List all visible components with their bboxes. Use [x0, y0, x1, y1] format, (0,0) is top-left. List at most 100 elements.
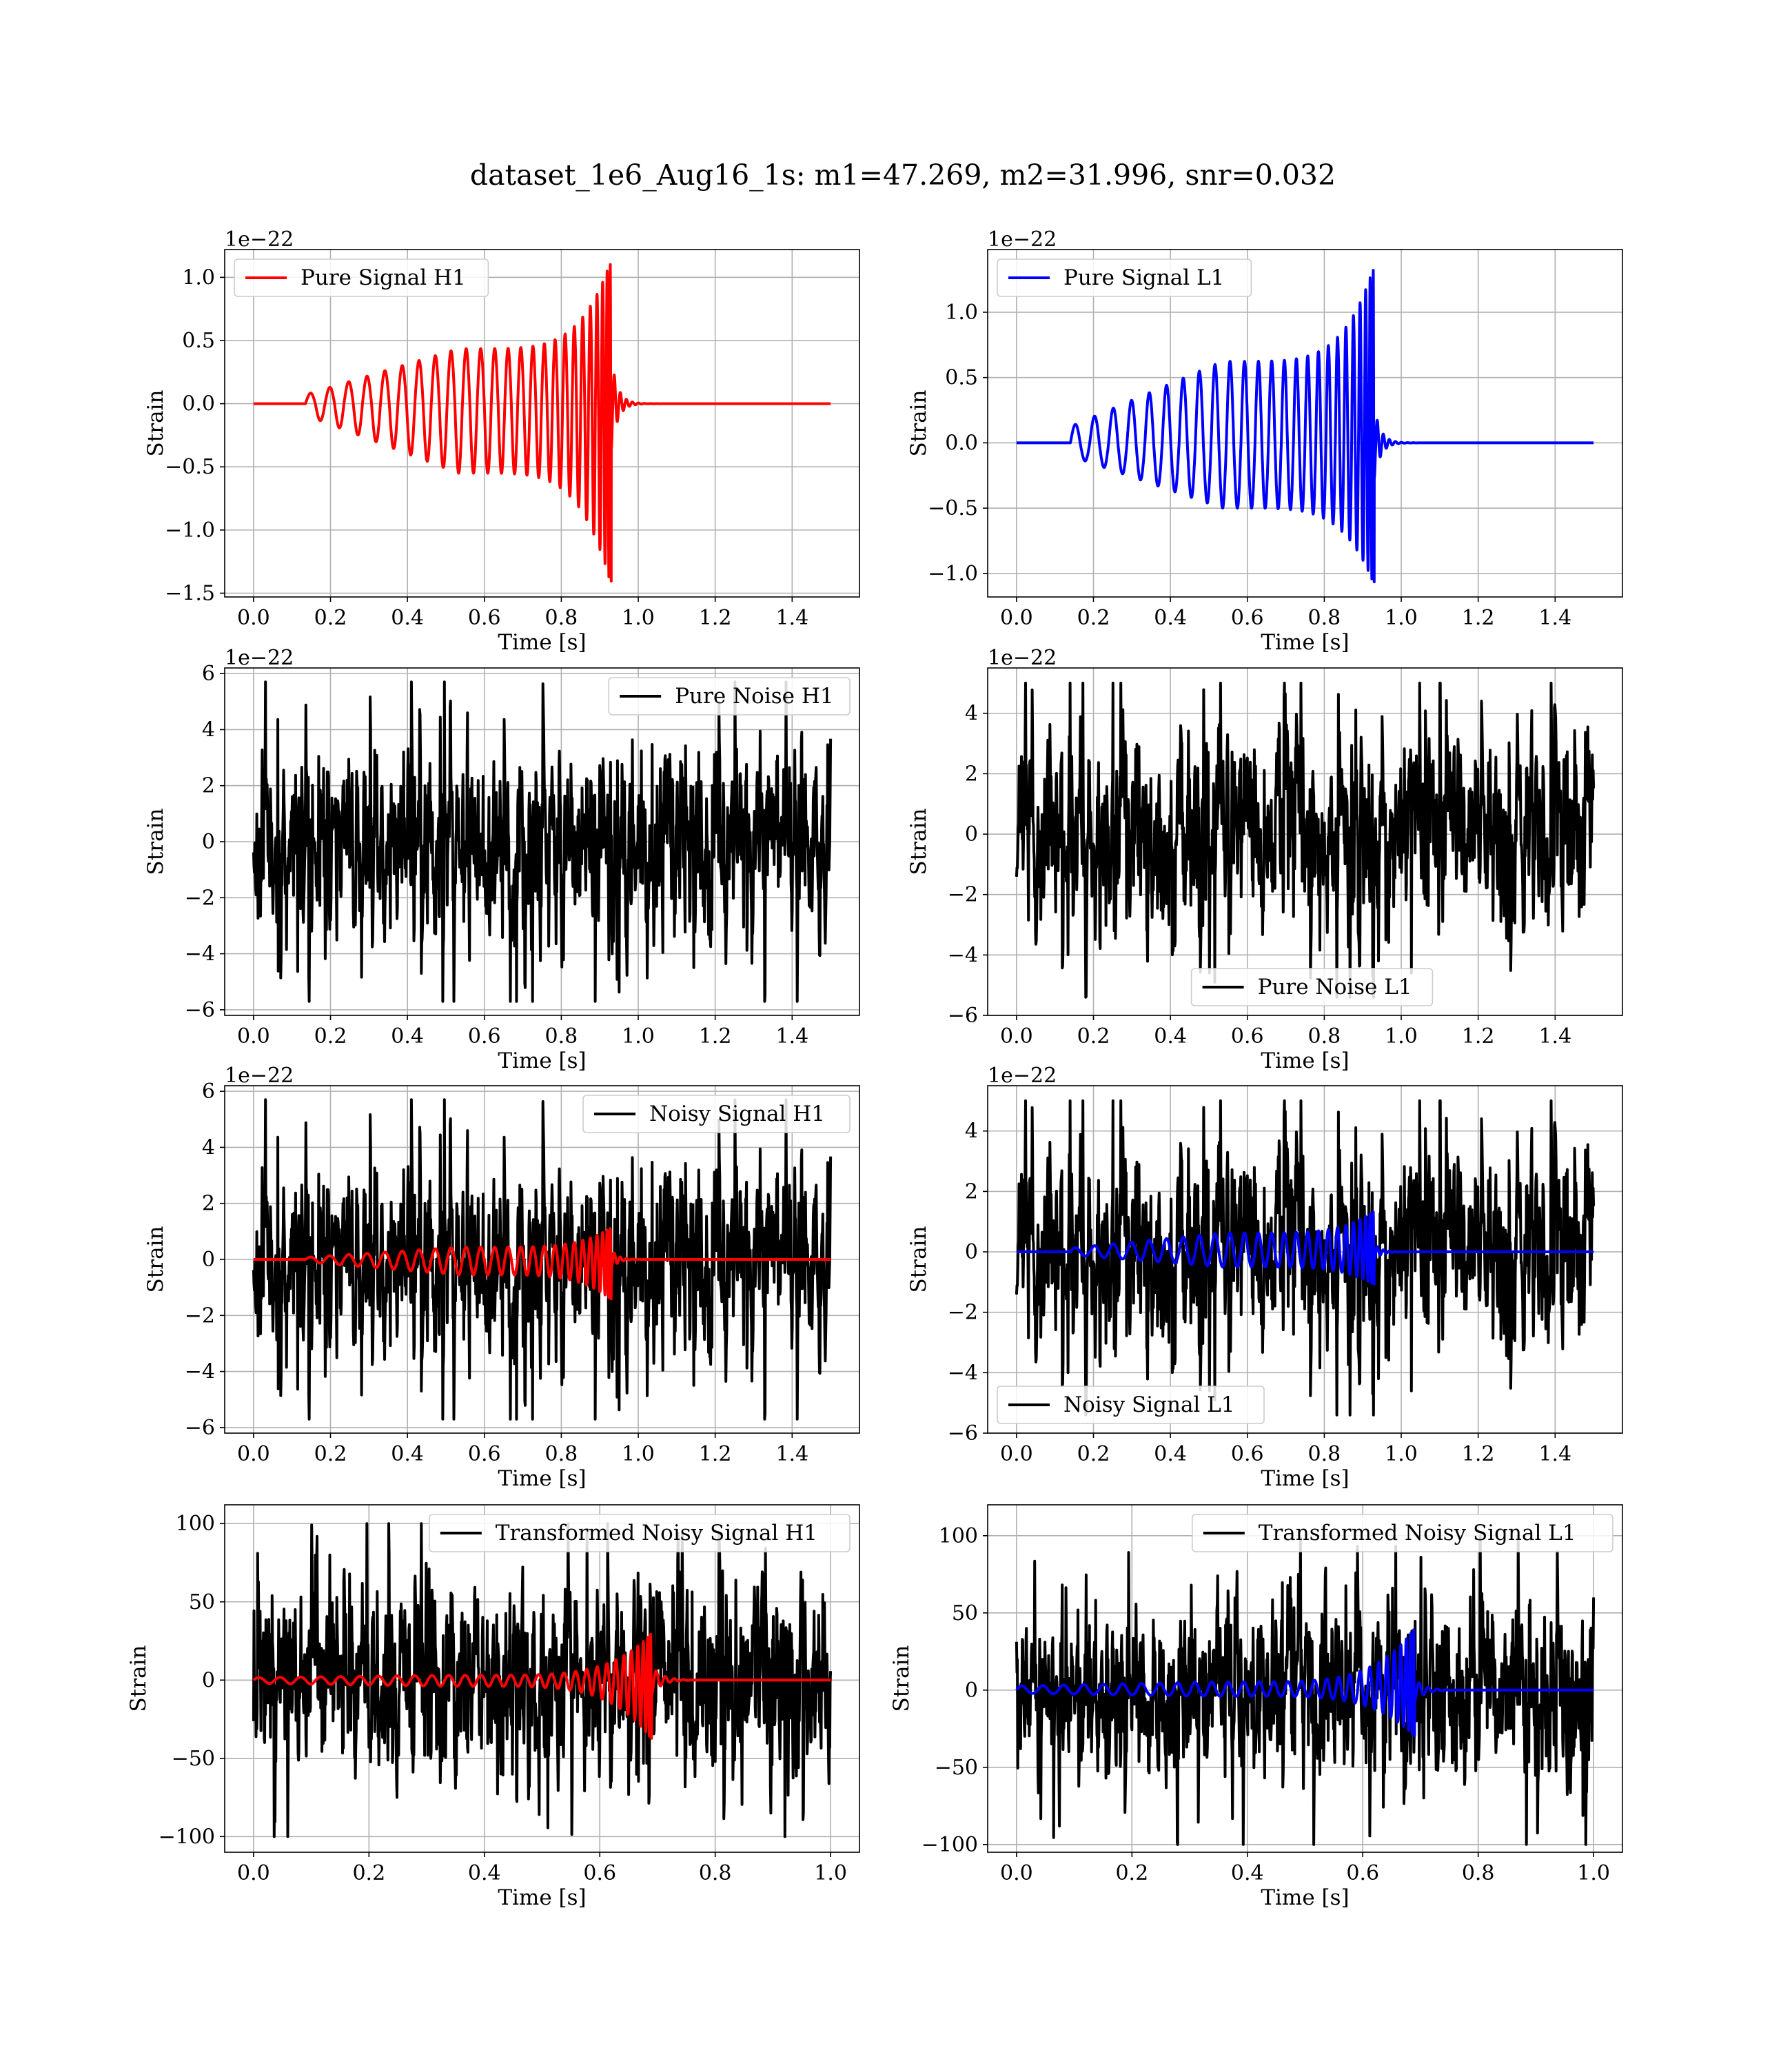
series-line-pure-noise-l1 [1015, 681, 1596, 999]
y-axis-label: Strain [126, 1645, 151, 1712]
y-axis-label: Strain [906, 809, 931, 875]
y-tick-label: −6 [185, 998, 215, 1022]
legend: Pure Noise L1 [1190, 968, 1434, 1006]
x-tick-label: 0.6 [468, 1024, 501, 1048]
legend-box [1192, 1514, 1613, 1552]
subplot-h1-transformed: 0.0 0.2 0.4 0.6 0.8 1.0 −100 −50 0 50 100 Time [s] S… [126, 1504, 860, 1910]
legend-label: Noisy Signal L1 [1063, 1392, 1235, 1417]
y-tick-label: 6 [202, 662, 215, 686]
x-tick-label: 0.2 [1077, 1024, 1110, 1048]
subplot-h1-noisy-signal: 0.0 0.2 0.4 0.6 0.8 1.0 1.2 1.4 −6 −4 −2 0 2 4 6 1e−22 T… [143, 1064, 860, 1491]
y-tick-label: 0 [202, 830, 215, 854]
x-tick-label: 1.2 [1462, 1024, 1495, 1048]
legend: Noisy Signal H1 [582, 1095, 851, 1133]
plot-area [252, 263, 832, 582]
y-tick-label: −2 [948, 1301, 978, 1325]
x-tick-label: 1.0 [622, 1442, 655, 1466]
plot-area [1015, 1099, 1596, 1417]
legend-label: Noisy Signal H1 [649, 1102, 825, 1126]
x-tick-label: 1.4 [1538, 606, 1571, 630]
y-tick-label: 100 [939, 1524, 978, 1548]
x-tick-label: 1.2 [1462, 606, 1495, 630]
legend: Pure Signal L1 [997, 258, 1252, 297]
plot-area [252, 680, 833, 1003]
y-tick-label: −1.5 [165, 582, 215, 606]
x-tick-label: 1.2 [699, 1024, 732, 1048]
series-line-pure-noise-h1 [252, 680, 833, 1003]
y-tick-label: −0.5 [165, 455, 215, 479]
x-tick-label: 0.6 [468, 606, 501, 630]
legend-box [582, 1095, 851, 1133]
y-axis-label: Strain [143, 809, 168, 875]
y-tick-label: −6 [948, 1421, 978, 1446]
y-tick-label: 2 [965, 762, 978, 786]
x-tick-label: 0.2 [1115, 1861, 1148, 1885]
y-axis-label: Strain [143, 390, 168, 457]
series-line-transformed-noisy-signal-h1 [252, 1522, 833, 1838]
axes-frame [987, 667, 1623, 1016]
x-tick-label: 0.4 [391, 606, 424, 630]
y-tick-label: 0.0 [945, 431, 978, 455]
x-tick-label: 1.4 [1538, 1024, 1571, 1048]
axes-frame [987, 249, 1623, 598]
y-tick-label: 50 [189, 1590, 215, 1614]
y-tick-label: −50 [935, 1756, 978, 1780]
series-line-signal-overlay [252, 1632, 832, 1740]
x-tick-label: 0.4 [391, 1024, 424, 1048]
axes-frame [987, 1504, 1623, 1853]
x-tick-label: 0.4 [1231, 1861, 1264, 1885]
x-axis-label: Time [s] [498, 630, 586, 655]
x-tick-label: 0.2 [1077, 606, 1110, 630]
y-tick-label: 50 [952, 1601, 978, 1625]
y-tick-label: −4 [948, 943, 978, 967]
x-tick-label: 1.4 [775, 606, 808, 630]
x-axis-label: Time [s] [1261, 1048, 1349, 1073]
series-line-signal-overlay [1015, 1628, 1595, 1737]
x-tick-label: 1.0 [1385, 1024, 1418, 1048]
x-tick-label: 0.8 [545, 1442, 578, 1466]
y-tick-label: −1.0 [928, 562, 978, 586]
y-tick-label: −2 [185, 1304, 215, 1328]
subplot-l1-noisy-signal: 0.0 0.2 0.4 0.6 0.8 1.0 1.2 1.4 −6 −4 −2 0 2 4 1e−22 Ti… [906, 1064, 1623, 1491]
x-tick-label: 0.6 [583, 1861, 616, 1885]
subplot-l1-pure-signal: 0.0 0.2 0.4 0.6 0.8 1.0 1.2 1.4 −1.0 −0.5 0.0 0.5 1.… [906, 227, 1623, 655]
y-tick-label: 2 [965, 1179, 978, 1204]
y-tick-label: 100 [176, 1512, 215, 1536]
x-tick-label: 0.0 [237, 1024, 270, 1048]
legend-box [234, 258, 489, 297]
x-tick-label: 0.6 [1346, 1861, 1379, 1885]
offset-label: 1e−22 [988, 1064, 1057, 1088]
x-tick-label: 1.2 [699, 1442, 732, 1466]
x-axis-label: Time [s] [498, 1048, 586, 1073]
x-tick-label: 1.0 [622, 606, 655, 630]
x-axis-label: Time [s] [498, 1466, 586, 1491]
x-tick-label: 1.0 [1385, 1442, 1418, 1466]
x-tick-label: 1.0 [622, 1024, 655, 1048]
y-tick-label: 2 [202, 774, 215, 798]
subplot-l1-transformed: 0.0 0.2 0.4 0.6 0.8 1.0 −100 −50 0 50 100 Time [s] S… [889, 1504, 1623, 1910]
y-tick-label: 4 [202, 718, 215, 742]
offset-label: 1e−22 [988, 646, 1057, 670]
legend-label: Pure Signal H1 [301, 265, 466, 290]
x-tick-label: 0.8 [1308, 1442, 1341, 1466]
y-tick-label: 0 [202, 1248, 215, 1272]
legend: Pure Signal H1 [234, 258, 489, 297]
legend-box [428, 1514, 851, 1552]
y-tick-label: 0.0 [182, 392, 215, 416]
y-tick-label: 4 [965, 1119, 978, 1144]
plot-area [1015, 269, 1595, 584]
x-tick-label: 1.4 [1538, 1442, 1571, 1466]
x-tick-label: 1.0 [1385, 606, 1418, 630]
x-tick-label: 1.4 [775, 1442, 808, 1466]
x-tick-label: 0.2 [352, 1861, 385, 1885]
x-tick-label: 0.4 [1154, 606, 1187, 630]
legend-label: Pure Noise H1 [675, 684, 833, 709]
x-tick-label: 0.8 [545, 606, 578, 630]
subplot-l1-pure-noise: 0.0 0.2 0.4 0.6 0.8 1.0 1.2 1.4 −6 −4 −2 0 2 4 1e−22 Ti… [906, 646, 1623, 1073]
axes-frame [224, 249, 860, 598]
y-tick-label: 6 [202, 1079, 215, 1104]
y-axis-label: Strain [143, 1226, 168, 1293]
axes-frame [224, 1085, 860, 1434]
series-line-noisy-signal-l1 [1015, 1099, 1596, 1417]
